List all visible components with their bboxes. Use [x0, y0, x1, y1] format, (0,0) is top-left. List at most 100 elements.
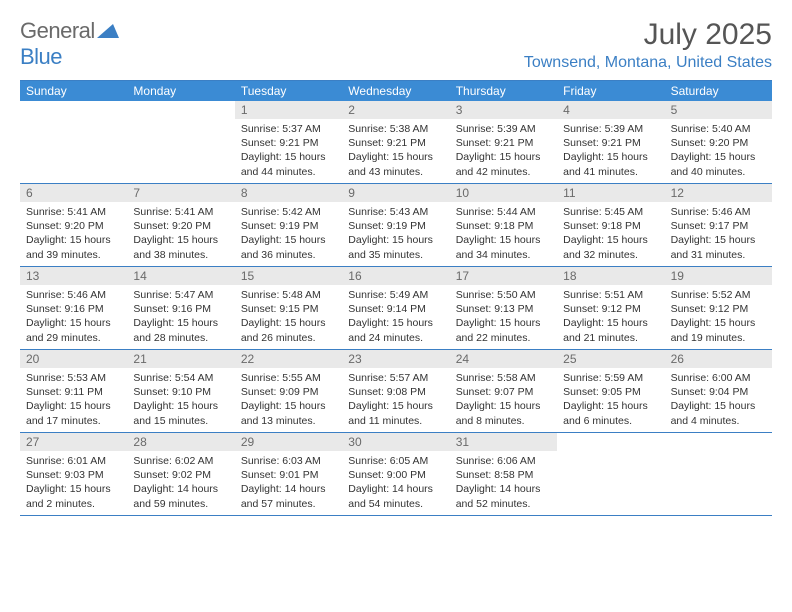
sunrise-text: Sunrise: 5:38 AM: [348, 122, 443, 136]
month-title: July 2025: [524, 18, 772, 52]
sunrise-text: Sunrise: 5:42 AM: [241, 205, 336, 219]
sunset-text: Sunset: 9:01 PM: [241, 468, 336, 482]
sunrise-text: Sunrise: 5:48 AM: [241, 288, 336, 302]
daylight-text-2: and 21 minutes.: [563, 331, 658, 345]
weekday-label: Saturday: [665, 81, 772, 101]
day-cell: 18Sunrise: 5:51 AMSunset: 9:12 PMDayligh…: [557, 267, 664, 349]
week-row: 1Sunrise: 5:37 AMSunset: 9:21 PMDaylight…: [20, 101, 772, 183]
daylight-text-1: Daylight: 15 hours: [241, 316, 336, 330]
weekday-label: Tuesday: [235, 81, 342, 101]
day-number: 2: [342, 101, 449, 119]
weeks-container: 1Sunrise: 5:37 AMSunset: 9:21 PMDaylight…: [20, 101, 772, 515]
daylight-text-2: and 40 minutes.: [671, 165, 766, 179]
day-number: 18: [557, 267, 664, 285]
sunset-text: Sunset: 9:18 PM: [456, 219, 551, 233]
sunrise-text: Sunrise: 5:58 AM: [456, 371, 551, 385]
daylight-text-2: and 54 minutes.: [348, 497, 443, 511]
day-number: 15: [235, 267, 342, 285]
day-details: Sunrise: 6:03 AMSunset: 9:01 PMDaylight:…: [235, 451, 342, 515]
day-cell: 1Sunrise: 5:37 AMSunset: 9:21 PMDaylight…: [235, 101, 342, 183]
day-number: 27: [20, 433, 127, 451]
sunset-text: Sunset: 9:21 PM: [563, 136, 658, 150]
sunrise-text: Sunrise: 5:39 AM: [563, 122, 658, 136]
day-cell: 20Sunrise: 5:53 AMSunset: 9:11 PMDayligh…: [20, 350, 127, 432]
day-cell: 8Sunrise: 5:42 AMSunset: 9:19 PMDaylight…: [235, 184, 342, 266]
daylight-text-1: Daylight: 15 hours: [671, 150, 766, 164]
day-cell: 12Sunrise: 5:46 AMSunset: 9:17 PMDayligh…: [665, 184, 772, 266]
page-header: General Blue July 2025 Townsend, Montana…: [20, 18, 772, 72]
daylight-text-2: and 36 minutes.: [241, 248, 336, 262]
weekday-label: Wednesday: [342, 81, 449, 101]
sunrise-text: Sunrise: 5:45 AM: [563, 205, 658, 219]
day-number: 9: [342, 184, 449, 202]
day-details: Sunrise: 5:37 AMSunset: 9:21 PMDaylight:…: [235, 119, 342, 183]
sunset-text: Sunset: 9:11 PM: [26, 385, 121, 399]
day-details: Sunrise: 5:47 AMSunset: 9:16 PMDaylight:…: [127, 285, 234, 349]
day-cell: 5Sunrise: 5:40 AMSunset: 9:20 PMDaylight…: [665, 101, 772, 183]
daylight-text-1: Daylight: 14 hours: [456, 482, 551, 496]
day-number: 6: [20, 184, 127, 202]
daylight-text-2: and 42 minutes.: [456, 165, 551, 179]
logo-word-blue: Blue: [20, 44, 62, 69]
sunset-text: Sunset: 9:20 PM: [26, 219, 121, 233]
day-number: 26: [665, 350, 772, 368]
day-number: 16: [342, 267, 449, 285]
day-cell: 14Sunrise: 5:47 AMSunset: 9:16 PMDayligh…: [127, 267, 234, 349]
day-cell: 16Sunrise: 5:49 AMSunset: 9:14 PMDayligh…: [342, 267, 449, 349]
day-number: 28: [127, 433, 234, 451]
day-cell: 2Sunrise: 5:38 AMSunset: 9:21 PMDaylight…: [342, 101, 449, 183]
day-details: Sunrise: 5:41 AMSunset: 9:20 PMDaylight:…: [127, 202, 234, 266]
week-row: 20Sunrise: 5:53 AMSunset: 9:11 PMDayligh…: [20, 349, 772, 432]
day-number: 10: [450, 184, 557, 202]
daylight-text-1: Daylight: 15 hours: [133, 316, 228, 330]
day-number: 11: [557, 184, 664, 202]
logo-word-general: General: [20, 18, 95, 43]
day-number: 21: [127, 350, 234, 368]
sunset-text: Sunset: 9:12 PM: [671, 302, 766, 316]
sunrise-text: Sunrise: 5:41 AM: [133, 205, 228, 219]
day-number: 3: [450, 101, 557, 119]
sunset-text: Sunset: 9:09 PM: [241, 385, 336, 399]
day-cell: 9Sunrise: 5:43 AMSunset: 9:19 PMDaylight…: [342, 184, 449, 266]
weekday-label: Sunday: [20, 81, 127, 101]
daylight-text-1: Daylight: 15 hours: [456, 316, 551, 330]
day-cell: 13Sunrise: 5:46 AMSunset: 9:16 PMDayligh…: [20, 267, 127, 349]
daylight-text-1: Daylight: 15 hours: [671, 233, 766, 247]
sunset-text: Sunset: 9:14 PM: [348, 302, 443, 316]
day-number: 22: [235, 350, 342, 368]
day-cell: 17Sunrise: 5:50 AMSunset: 9:13 PMDayligh…: [450, 267, 557, 349]
day-details: Sunrise: 6:01 AMSunset: 9:03 PMDaylight:…: [20, 451, 127, 515]
daylight-text-2: and 17 minutes.: [26, 414, 121, 428]
sunset-text: Sunset: 9:16 PM: [133, 302, 228, 316]
day-details: Sunrise: 5:53 AMSunset: 9:11 PMDaylight:…: [20, 368, 127, 432]
daylight-text-2: and 41 minutes.: [563, 165, 658, 179]
daylight-text-2: and 4 minutes.: [671, 414, 766, 428]
day-number: 19: [665, 267, 772, 285]
daylight-text-2: and 6 minutes.: [563, 414, 658, 428]
daylight-text-2: and 34 minutes.: [456, 248, 551, 262]
day-details: Sunrise: 6:02 AMSunset: 9:02 PMDaylight:…: [127, 451, 234, 515]
title-block: July 2025 Townsend, Montana, United Stat…: [524, 18, 772, 72]
sunrise-text: Sunrise: 5:51 AM: [563, 288, 658, 302]
day-cell: 30Sunrise: 6:05 AMSunset: 9:00 PMDayligh…: [342, 433, 449, 515]
sunrise-text: Sunrise: 6:06 AM: [456, 454, 551, 468]
sunset-text: Sunset: 9:17 PM: [671, 219, 766, 233]
day-number: 25: [557, 350, 664, 368]
daylight-text-1: Daylight: 15 hours: [26, 316, 121, 330]
day-number: 29: [235, 433, 342, 451]
day-details: Sunrise: 5:38 AMSunset: 9:21 PMDaylight:…: [342, 119, 449, 183]
daylight-text-1: Daylight: 15 hours: [241, 233, 336, 247]
day-details: Sunrise: 5:51 AMSunset: 9:12 PMDaylight:…: [557, 285, 664, 349]
day-cell: 21Sunrise: 5:54 AMSunset: 9:10 PMDayligh…: [127, 350, 234, 432]
day-details: Sunrise: 5:46 AMSunset: 9:17 PMDaylight:…: [665, 202, 772, 266]
day-cell: 25Sunrise: 5:59 AMSunset: 9:05 PMDayligh…: [557, 350, 664, 432]
sunset-text: Sunset: 9:19 PM: [348, 219, 443, 233]
sunrise-text: Sunrise: 5:44 AM: [456, 205, 551, 219]
daylight-text-2: and 35 minutes.: [348, 248, 443, 262]
sunset-text: Sunset: 9:08 PM: [348, 385, 443, 399]
daylight-text-1: Daylight: 15 hours: [671, 399, 766, 413]
day-details: Sunrise: 5:57 AMSunset: 9:08 PMDaylight:…: [342, 368, 449, 432]
sunrise-text: Sunrise: 5:39 AM: [456, 122, 551, 136]
daylight-text-2: and 38 minutes.: [133, 248, 228, 262]
daylight-text-1: Daylight: 15 hours: [456, 233, 551, 247]
